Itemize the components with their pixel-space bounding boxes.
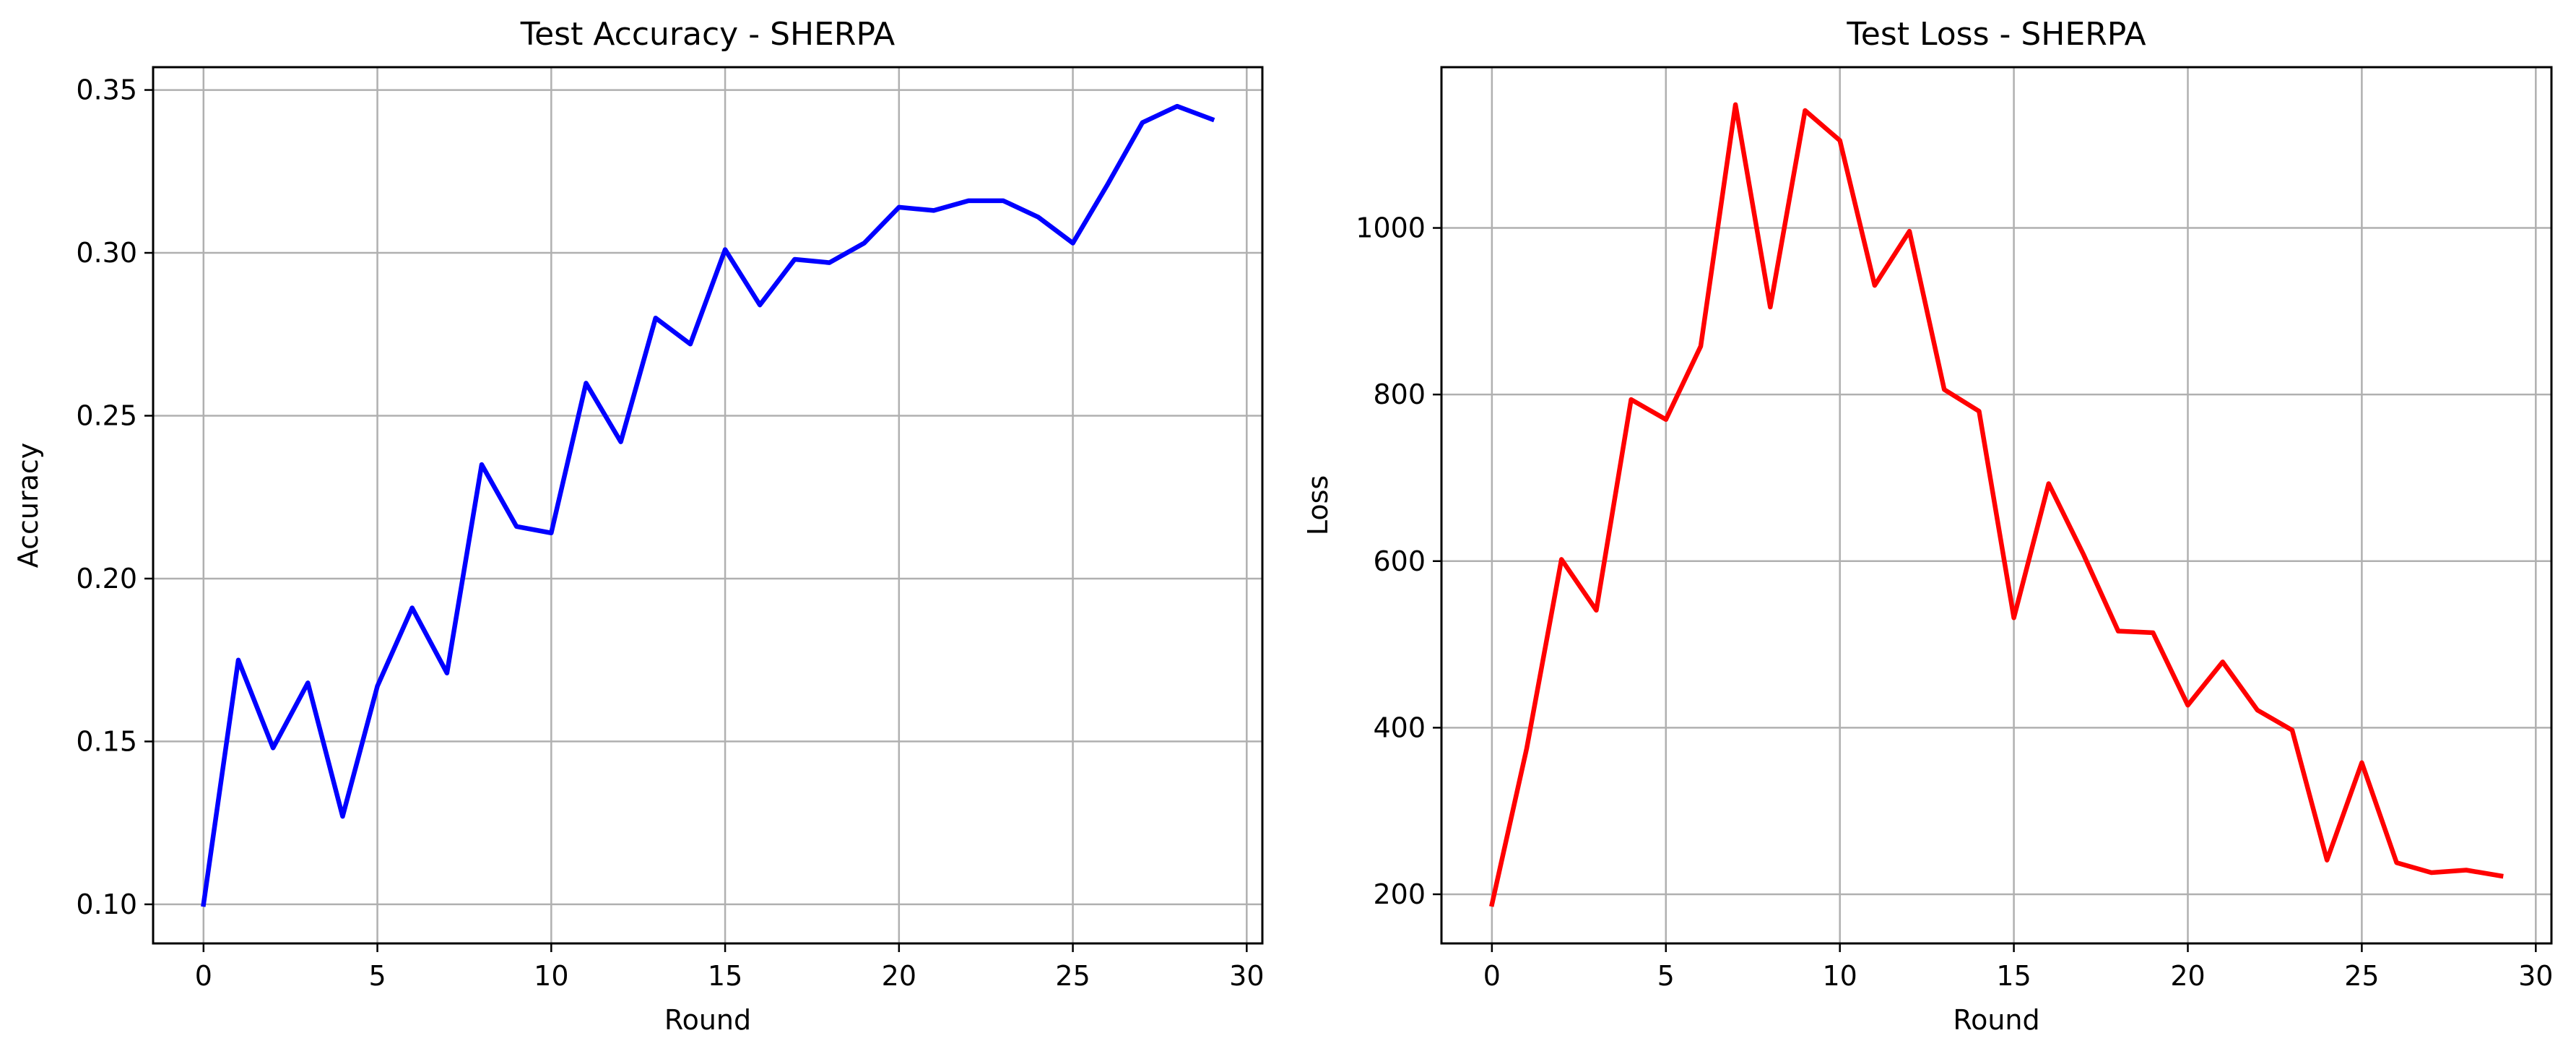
accuracy-x-tick-label: 10	[534, 960, 568, 992]
loss-x-tick-label: 20	[2170, 960, 2205, 992]
loss-series-group	[1489, 102, 2504, 907]
loss-y-tick-label: 600	[1373, 545, 1426, 577]
accuracy-series-line	[201, 103, 1215, 907]
accuracy-ticks: 0 5 10 15 20 25 30 0.10 0.15 0.20 0.25 0.30 0.35	[76, 74, 1264, 992]
loss-x-tick-label: 10	[1823, 960, 1857, 992]
accuracy-x-tick-label: 30	[1229, 960, 1264, 992]
loss-y-axis-label: Loss	[1302, 475, 1334, 535]
accuracy-y-tick-label: 0.20	[76, 563, 137, 595]
accuracy-grid	[153, 67, 1262, 943]
loss-chart: 0 5 10 15 20 25 30 200 400 600 800 1000 Test Loss -…	[1302, 16, 2553, 1036]
accuracy-x-axis-label: Round	[664, 1004, 751, 1036]
loss-y-tick-label: 800	[1373, 379, 1426, 410]
accuracy-y-tick-label: 0.25	[76, 399, 137, 431]
loss-x-axis-label: Round	[1953, 1004, 2039, 1036]
loss-ticks: 0 5 10 15 20 25 30 200 400 600 800 1000	[1356, 212, 2553, 992]
accuracy-plot-frame	[152, 66, 1264, 945]
accuracy-x-tick-label: 20	[882, 960, 916, 992]
accuracy-chart: 0 5 10 15 20 25 30 0.10 0.15 0.20 0.25 0.30 0.35 Tes…	[12, 16, 1265, 1036]
accuracy-series-group	[201, 103, 1215, 907]
loss-x-tick-label: 30	[2518, 960, 2553, 992]
accuracy-x-tick-label: 0	[195, 960, 212, 992]
loss-y-tick-label: 200	[1373, 878, 1426, 910]
loss-x-tick-label: 0	[1483, 960, 1501, 992]
loss-y-tick-label: 400	[1373, 712, 1426, 743]
loss-grid	[1441, 67, 2551, 943]
accuracy-x-tick-label: 25	[1055, 960, 1090, 992]
loss-x-tick-label: 5	[1657, 960, 1675, 992]
loss-x-tick-label: 25	[2344, 960, 2379, 992]
loss-chart-title: Test Loss - SHERPA	[1846, 16, 2146, 53]
accuracy-y-tick-label: 0.10	[76, 889, 137, 920]
accuracy-y-axis-label: Accuracy	[12, 443, 44, 569]
loss-plot-frame	[1440, 66, 2553, 945]
loss-x-tick-label: 15	[1996, 960, 2031, 992]
accuracy-y-tick-label: 0.15	[76, 725, 137, 757]
accuracy-y-tick-label: 0.35	[76, 74, 137, 106]
accuracy-y-tick-label: 0.30	[76, 237, 137, 269]
loss-series-line	[1489, 102, 2504, 907]
loss-y-tick-label: 1000	[1356, 212, 1426, 244]
accuracy-chart-title: Test Accuracy - SHERPA	[520, 16, 895, 53]
accuracy-x-tick-label: 5	[368, 960, 386, 992]
accuracy-x-tick-label: 15	[708, 960, 742, 992]
